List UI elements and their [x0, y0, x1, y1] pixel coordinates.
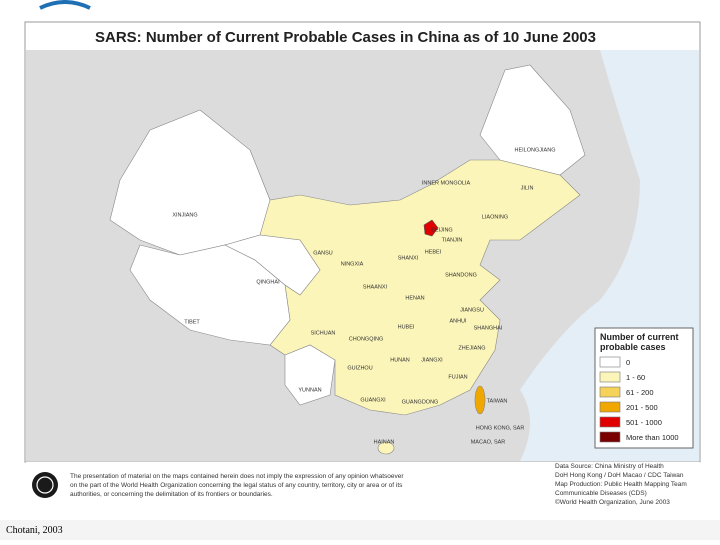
province-label: ZHEJIANG	[458, 345, 485, 351]
province-label: FUJIAN	[448, 374, 467, 380]
legend-swatch	[599, 386, 621, 398]
legend-swatch	[599, 416, 621, 428]
credit-strip	[0, 520, 720, 540]
province-label: SHANDONG	[445, 272, 477, 278]
province-label: JIANGXI	[421, 357, 443, 363]
province-label: HEBEI	[425, 249, 442, 255]
province-label: SHAANXI	[363, 284, 388, 290]
province-label: HENAN	[405, 295, 424, 301]
region-qinghai	[224, 234, 321, 296]
province-label: GUANGDONG	[402, 399, 439, 405]
legend-swatch	[599, 356, 621, 368]
disclaimer-line: The presentation of material on the maps…	[70, 473, 404, 480]
province-label: MACAO, SAR	[471, 439, 506, 445]
logo-arc	[39, 0, 91, 10]
province-label: TIANJIN	[442, 237, 463, 243]
source-line: Map Production: Public Health Mapping Te…	[555, 481, 687, 488]
region-heilongjiang	[479, 64, 586, 176]
province-label: JIANGSU	[460, 307, 484, 313]
province-label: HUBEI	[398, 324, 415, 330]
legend-label: 1 - 60	[626, 373, 645, 382]
legend-swatch	[599, 401, 621, 413]
province-label: LIAONING	[482, 214, 508, 220]
province-label: TAIWAN	[487, 398, 508, 404]
province-label: INNER MONGOLIA	[422, 180, 471, 186]
source: Data Source: China Ministry of Health DoH…	[555, 463, 687, 506]
source-line: ©World Health Organization, June 2003	[555, 498, 670, 506]
legend-label: 0	[626, 358, 630, 367]
legend-label: More than 1000	[626, 433, 679, 442]
province-label: YUNNAN	[298, 387, 321, 393]
province-label: ANHUI	[449, 318, 467, 324]
legend-title: probable cases	[600, 342, 666, 352]
region-taiwan	[474, 385, 486, 415]
province-label: TIBET	[184, 319, 200, 325]
source-line: Data Source: China Ministry of Health	[555, 463, 664, 470]
province-label: GUIZHOU	[347, 365, 372, 371]
province-label: XINJIANG	[172, 212, 197, 218]
province-label: GANSU	[313, 250, 333, 256]
legend-swatch	[599, 431, 621, 443]
legend-label: 201 - 500	[626, 403, 658, 412]
province-label: SHANXI	[398, 255, 419, 261]
legend-label: 501 - 1000	[626, 418, 662, 427]
province-label: SHANGHAI	[474, 325, 503, 331]
region-tibet	[129, 244, 291, 346]
province-label: JILIN	[521, 185, 534, 191]
province-labels: XINJIANG TIBET QINGHAI HEILONGJIANG INNE…	[172, 147, 555, 445]
province-label: QINGHAI	[256, 279, 280, 285]
province-label: CHONGQING	[349, 336, 384, 342]
source-line: DoH Hong Kong / DoH Macao / CDC Taiwan	[555, 472, 684, 479]
region-beijing	[423, 219, 439, 237]
province-label: HUNAN	[390, 357, 410, 363]
disclaimer-line: on the part of the World Health Organiza…	[70, 482, 403, 489]
legend-swatch	[599, 371, 621, 383]
who-logo-globe	[36, 476, 54, 494]
who-logo	[32, 472, 58, 498]
region-yunnan	[284, 344, 336, 406]
map-title: SARS: Number of Current Probable Cases i…	[95, 29, 596, 46]
province-label: BEIJING	[431, 227, 452, 233]
province-label: HAINAN	[374, 439, 395, 445]
disclaimer: The presentation of material on the maps…	[70, 473, 404, 498]
footer	[26, 462, 700, 512]
province-label: HEILONGJIANG	[515, 147, 556, 153]
source-line: Communicable Diseases (CDS)	[555, 490, 647, 497]
credit: Chotani, 2003	[6, 525, 63, 536]
legend-label: 61 - 200	[626, 388, 654, 397]
legend-title: Number of current	[600, 332, 679, 342]
disclaimer-line: authorities, or concerning the delimitat…	[70, 491, 273, 498]
region-hainan	[377, 441, 395, 455]
province-label: HONG KONG, SAR	[476, 425, 525, 431]
province-label: NINGXIA	[341, 261, 364, 267]
province-label: SICHUAN	[311, 330, 336, 336]
province-label: GUANGXI	[360, 397, 386, 403]
